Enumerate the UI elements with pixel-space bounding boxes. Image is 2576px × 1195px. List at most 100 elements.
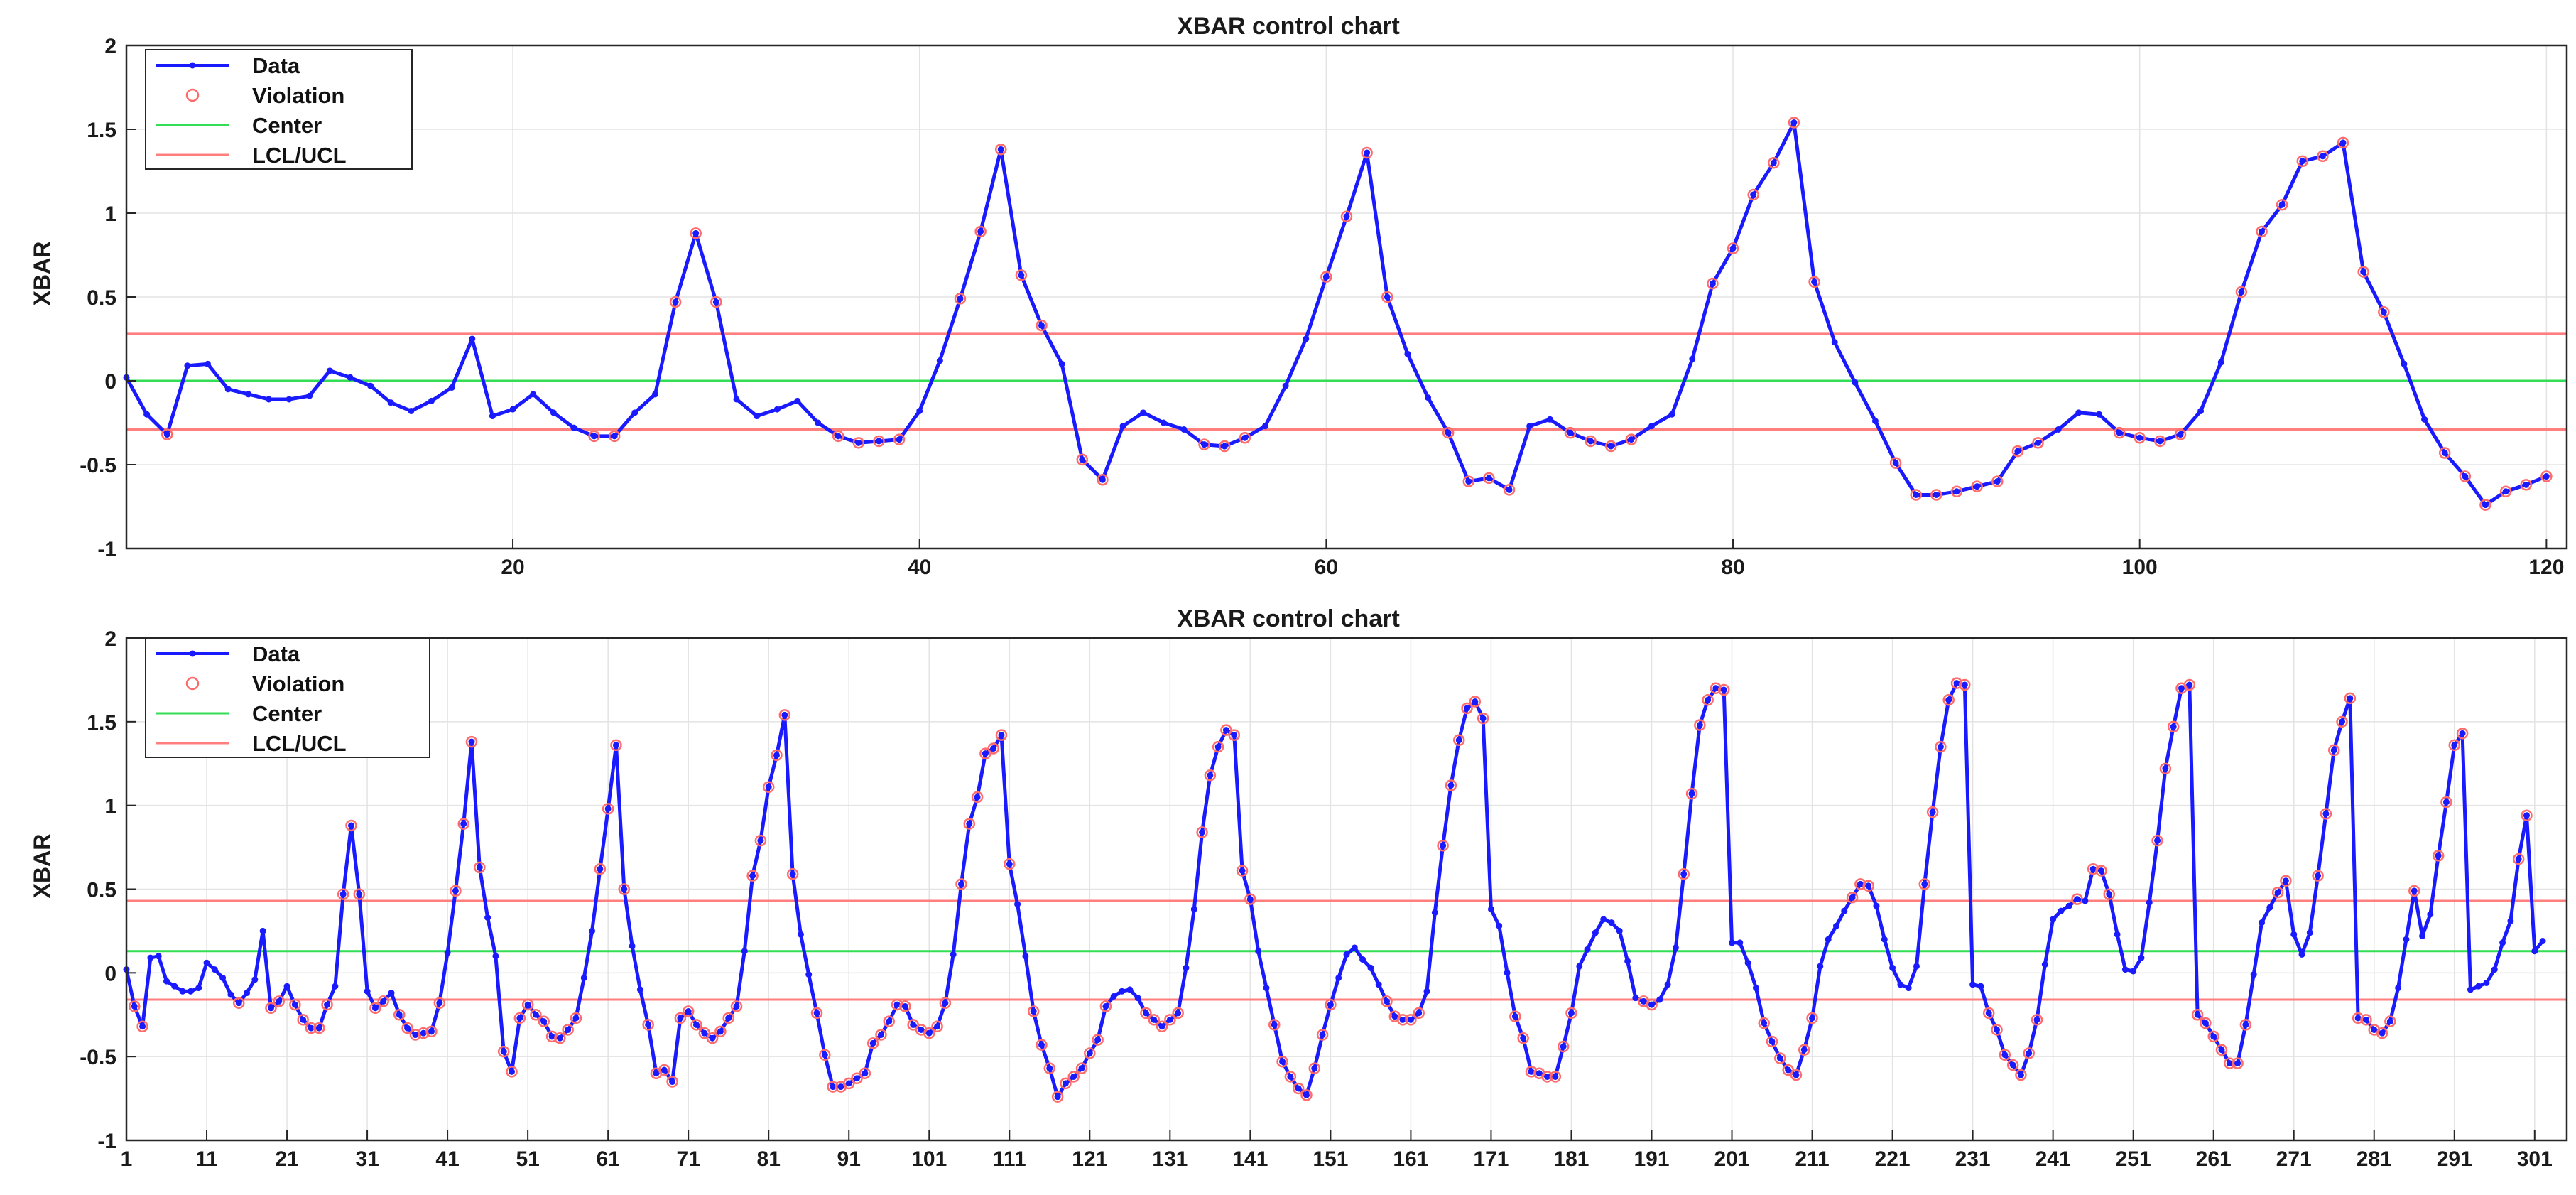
data-point <box>332 983 339 990</box>
data-point <box>1825 936 1832 943</box>
violation-marker <box>2071 893 2083 905</box>
data-point <box>1263 985 1270 992</box>
violation-marker <box>2432 850 2445 862</box>
data-point <box>754 413 761 420</box>
data-point <box>2421 416 2428 423</box>
violation-marker <box>2031 1014 2043 1026</box>
data-point <box>1070 1073 1077 1080</box>
data-point <box>1126 986 1134 993</box>
violation-marker <box>866 1037 879 1049</box>
x-tick-label: 141 <box>1232 1147 1268 1171</box>
data-point <box>1006 860 1013 867</box>
data-point <box>1953 680 1960 687</box>
data-point <box>597 865 604 872</box>
y-tick-label: -0.5 <box>80 454 116 477</box>
data-point <box>1158 1023 1165 1030</box>
data-point <box>875 438 882 445</box>
violation-marker <box>1525 1066 1538 1078</box>
data-point <box>2058 907 2065 914</box>
violation-marker <box>608 430 621 443</box>
legend-label: Center <box>252 113 322 138</box>
data-point <box>265 396 272 403</box>
violation-marker <box>1565 1007 1577 1020</box>
data-point <box>2035 439 2042 446</box>
violation-marker <box>1694 719 1706 731</box>
data-point <box>1465 478 1472 485</box>
data-point <box>2217 359 2224 366</box>
data-point <box>548 1033 555 1040</box>
violation-marker <box>778 709 791 721</box>
violation-marker <box>2499 485 2512 498</box>
violation-marker <box>1469 696 1482 708</box>
data-point <box>2170 723 2177 730</box>
data-point <box>749 872 756 880</box>
data-point <box>1712 685 1719 692</box>
violation-marker <box>1099 1000 1112 1012</box>
data-point <box>2299 158 2306 165</box>
violation-marker <box>2207 1030 2219 1043</box>
legend-label: Data <box>252 642 300 666</box>
violation-marker <box>1172 1007 1184 1020</box>
violation-marker <box>562 1024 574 1036</box>
y-tick-label: -0.5 <box>80 1046 116 1069</box>
data-point <box>1504 969 1511 976</box>
data-point <box>187 988 194 995</box>
violation-marker <box>289 998 301 1011</box>
data-point <box>1752 985 1759 992</box>
violation-marker <box>1999 1049 2011 1061</box>
data-point <box>2347 695 2354 702</box>
violation-marker <box>1517 1032 1529 1044</box>
data-point <box>1552 1073 1559 1080</box>
data-point <box>1974 483 1981 490</box>
violation-marker <box>1004 858 1016 870</box>
data-point <box>2156 438 2163 445</box>
data-point <box>565 1026 572 1033</box>
data-point <box>500 1048 507 1055</box>
data-point <box>1929 809 1936 816</box>
violation-marker <box>1361 146 1373 159</box>
violation-marker <box>1381 995 1393 1007</box>
data-point <box>733 396 740 403</box>
data-point <box>572 1015 580 1022</box>
data-point <box>1937 743 1944 750</box>
data-point <box>1343 213 1350 220</box>
data-point <box>2082 897 2089 904</box>
data-point <box>1790 119 1798 126</box>
violation-marker <box>1585 435 1597 448</box>
data-point <box>570 424 577 431</box>
violation-marker <box>1036 319 1048 332</box>
data-point <box>2055 426 2062 433</box>
violation-marker <box>939 997 952 1010</box>
data-point <box>1110 993 1117 1000</box>
violation-marker <box>893 433 906 445</box>
data-point <box>669 1078 676 1086</box>
data-point <box>1632 995 1639 1002</box>
y-tick-label: 0 <box>104 962 116 985</box>
x-tick-label: 281 <box>2357 1147 2392 1171</box>
violation-marker <box>2200 1017 2212 1029</box>
x-tick-label: 41 <box>435 1147 459 1171</box>
data-point <box>1664 981 1671 988</box>
data-point <box>2435 852 2442 859</box>
violation-marker <box>2256 225 2268 238</box>
data-point <box>2462 473 2469 480</box>
violation-marker <box>1051 1091 1064 1103</box>
data-point <box>2339 718 2346 725</box>
data-point <box>855 439 862 446</box>
data-point <box>2114 931 2121 938</box>
y-tick-label: 1 <box>104 795 116 818</box>
violation-marker <box>1405 1014 1417 1026</box>
violation-marker <box>506 1066 518 1078</box>
data-point <box>701 1029 708 1037</box>
data-point <box>1520 1034 1527 1042</box>
violation-marker <box>345 819 357 832</box>
data-point <box>2178 685 2185 692</box>
data-point <box>283 983 290 990</box>
violation-marker <box>161 428 173 440</box>
data-point <box>2459 730 2466 737</box>
violation-marker <box>2459 470 2472 482</box>
data-point <box>1648 1001 1655 1008</box>
data-point <box>203 959 210 966</box>
data-point <box>2026 1049 2033 1056</box>
data-point <box>2136 434 2143 441</box>
